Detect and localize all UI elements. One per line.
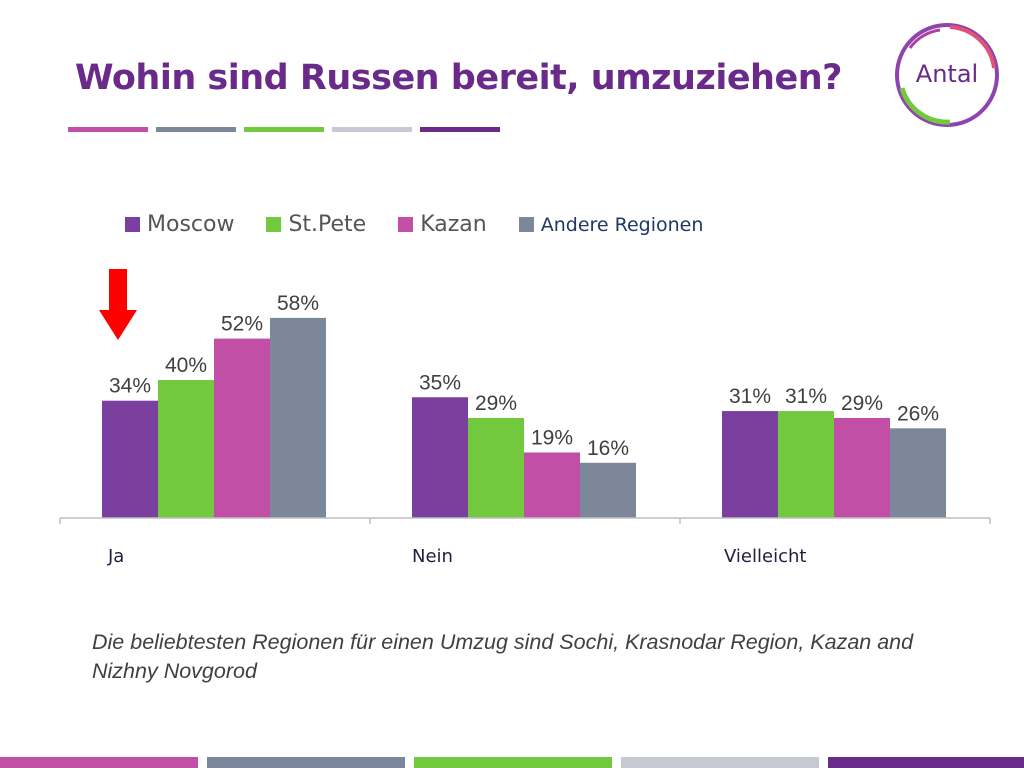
data-label: 29% (475, 392, 517, 415)
underline-segment (68, 127, 148, 132)
category-label: Ja (107, 546, 124, 567)
bar-chart: 34% 40% 52% 58% 35% 29% 19% 16% 31% 31% 29% 26% Ja N… (59, 269, 991, 567)
legend-label: St.Pete (288, 212, 367, 237)
data-label: 35% (419, 371, 461, 394)
data-label: 16% (587, 437, 629, 460)
data-label: 31% (729, 385, 771, 408)
legend-swatch (266, 217, 282, 232)
legend-item-kazan: Kazan (398, 212, 487, 237)
underline-segment (244, 127, 324, 132)
legend-item-stpete: St.Pete (266, 212, 366, 237)
chart-legend: Moscow St.Pete Kazan Andere Regionen (125, 212, 735, 237)
data-label: 31% (785, 385, 827, 408)
legend-swatch (518, 217, 534, 232)
bar-st-pete-vielleicht (778, 411, 834, 518)
data-label: 19% (531, 426, 573, 449)
legend-label: Moscow (147, 212, 235, 237)
bar-moscow-ja (102, 400, 158, 518)
footer-segment (0, 757, 198, 768)
bar-moscow-nein (412, 397, 468, 518)
bar-moscow-vielleicht (722, 411, 778, 518)
underline-segment (332, 127, 412, 132)
value-labels-layer: 34% 40% 52% 58% 35% 29% 19% 16% 31% 31% 29% 26% (109, 292, 939, 460)
legend-item-moscow: Moscow (125, 212, 234, 237)
data-label: 58% (277, 292, 319, 315)
data-label: 52% (221, 313, 263, 336)
underline-segment (420, 127, 500, 132)
legend-item-andere: Andere Regionen (518, 213, 704, 236)
svg-text:Antal: Antal (916, 60, 978, 88)
footer-segment (621, 757, 819, 768)
bar-kazan-nein (524, 452, 580, 518)
bar-st-pete-ja (158, 380, 214, 518)
bar-st-pete-nein (468, 417, 524, 518)
bar-andere-regionen-nein (580, 462, 636, 518)
legend-label: Andere Regionen (540, 213, 704, 236)
data-label: 29% (841, 392, 883, 415)
underline-segment (156, 127, 236, 132)
x-axis: Ja Nein Vielleicht (59, 517, 991, 567)
category-label: Nein (412, 546, 453, 567)
footer-segment (414, 757, 612, 768)
footer-segment (828, 757, 1024, 768)
bars-layer (102, 317, 946, 518)
red-arrow-icon (99, 269, 137, 340)
data-label: 26% (897, 402, 939, 425)
legend-swatch (125, 217, 140, 232)
bar-kazan-vielleicht (834, 417, 890, 518)
antal-logo: Antal (895, 23, 999, 127)
legend-label: Kazan (420, 212, 487, 237)
bar-andere-regionen-ja (270, 317, 326, 518)
slide-caption: Die beliebtesten Regionen für einen Umzu… (92, 630, 914, 683)
bar-andere-regionen-vielleicht (890, 428, 946, 518)
slide-title: Wohin sind Russen bereit, umzuziehen? (75, 58, 842, 98)
data-label: 40% (165, 354, 207, 377)
footer-segment (207, 757, 405, 768)
category-label: Vielleicht (724, 546, 806, 567)
bar-kazan-ja (214, 338, 270, 518)
data-label: 34% (109, 375, 151, 398)
legend-swatch (398, 217, 414, 232)
